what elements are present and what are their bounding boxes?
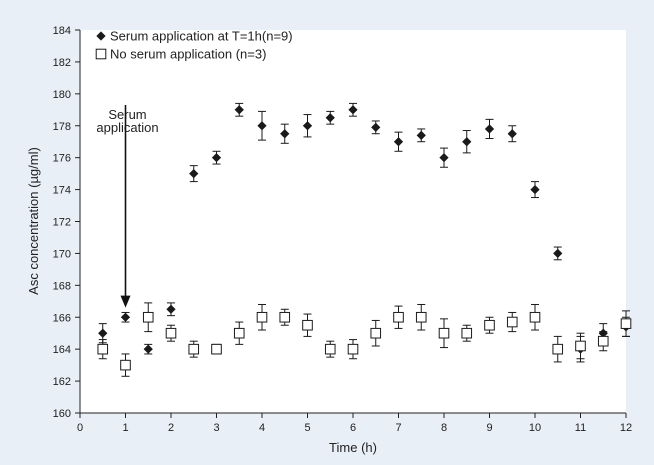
data-point <box>393 137 404 147</box>
data-point <box>120 359 131 371</box>
data-point <box>416 130 426 140</box>
legend-marker <box>96 31 106 41</box>
data-point <box>348 105 358 115</box>
legend: Serum application at T=1h(n=9) No serum a… <box>95 29 293 62</box>
x-tick-label: 4 <box>259 422 265 434</box>
x-tick-label: 2 <box>168 422 174 434</box>
y-tick-label: 184 <box>53 25 71 37</box>
data-point <box>188 343 200 355</box>
data-point <box>462 137 472 147</box>
data-point <box>597 335 609 347</box>
data-point <box>484 319 495 331</box>
data-point <box>507 129 517 139</box>
data-point <box>461 327 473 339</box>
x-tick-label: 6 <box>350 422 356 434</box>
axis-ticks: 0 1 2 3 4 5 6 7 8 9 10 11 12160162164166168170172174… <box>53 25 632 434</box>
y-tick-label: 172 <box>53 217 71 229</box>
x-tick-label: 8 <box>441 422 447 434</box>
annotation-arrow-head <box>120 295 131 308</box>
data-point <box>415 311 427 323</box>
legend-label: No serum application (n=3) <box>110 47 266 62</box>
y-axis-title: Asc concentration (µg/ml) <box>26 147 41 295</box>
data-point <box>165 327 177 339</box>
data-point <box>302 319 313 331</box>
x-tick-label: 12 <box>620 422 632 434</box>
data-point <box>620 318 632 329</box>
y-tick-label: 180 <box>53 89 71 101</box>
data-point <box>575 340 586 352</box>
data-point <box>257 121 267 131</box>
data-point <box>256 311 268 323</box>
data-point <box>439 153 449 163</box>
data-point <box>530 184 540 195</box>
x-tick-label: 0 <box>77 422 83 434</box>
y-tick-label: 182 <box>53 57 71 69</box>
x-tick-label: 5 <box>304 422 310 434</box>
x-tick-label: 7 <box>395 422 401 434</box>
x-tick-label: 10 <box>529 422 541 434</box>
data-point <box>529 311 541 323</box>
y-tick-label: 162 <box>53 376 71 388</box>
data-point <box>438 327 450 339</box>
data-point <box>120 312 131 322</box>
data-point <box>166 304 176 314</box>
y-tick-label: 164 <box>53 344 71 356</box>
y-tick-label: 176 <box>53 153 71 165</box>
y-tick-label: 170 <box>53 248 71 260</box>
data-point <box>325 113 335 123</box>
data-point <box>211 343 222 355</box>
data-point <box>552 343 564 355</box>
y-tick-label: 166 <box>53 312 71 324</box>
y-tick-label: 178 <box>53 121 71 133</box>
y-tick-label: 160 <box>53 408 71 420</box>
legend-label: Serum application at T=1h(n=9) <box>110 29 293 44</box>
data-point <box>233 327 245 339</box>
x-axis-title: Time (h) <box>329 440 377 455</box>
data-point <box>189 169 199 179</box>
data-point <box>279 311 291 323</box>
annotation-label: application <box>96 120 158 135</box>
data-point <box>506 316 518 328</box>
data-point <box>97 343 109 355</box>
data-series <box>97 102 632 377</box>
data-point <box>371 122 381 132</box>
data-point <box>484 124 495 134</box>
y-tick-label: 174 <box>53 185 71 197</box>
annotation-label: Serum <box>108 107 146 122</box>
data-point <box>393 311 404 323</box>
series-2 <box>97 302 632 377</box>
data-point <box>234 105 244 115</box>
axes <box>79 30 626 414</box>
data-point <box>142 311 154 323</box>
x-tick-label: 3 <box>213 422 219 434</box>
data-point <box>98 328 108 338</box>
y-tick-label: 168 <box>53 280 71 292</box>
x-tick-label: 11 <box>575 422 586 434</box>
data-point <box>347 343 359 355</box>
data-point <box>302 121 313 131</box>
data-point <box>211 153 222 163</box>
x-tick-label: 9 <box>486 422 492 434</box>
data-point <box>370 327 382 339</box>
legend-marker <box>95 48 107 60</box>
data-point <box>143 344 153 354</box>
x-tick-label: 1 <box>122 422 128 434</box>
data-point <box>324 343 336 355</box>
data-point <box>553 248 563 259</box>
data-point <box>280 129 290 139</box>
